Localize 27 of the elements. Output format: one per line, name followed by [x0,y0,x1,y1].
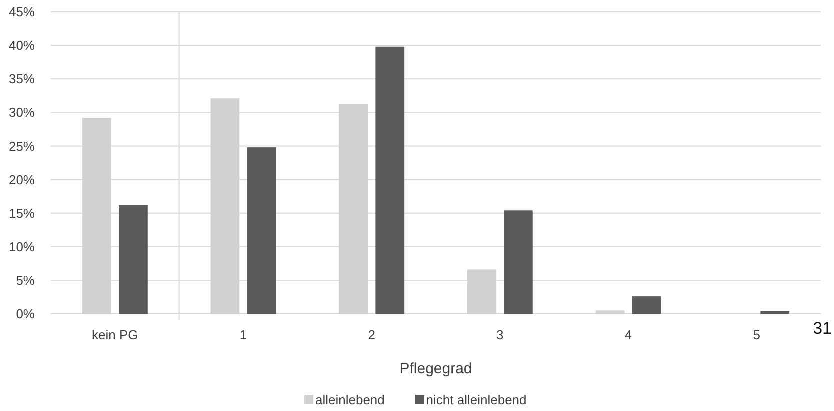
bar [632,296,662,314]
y-tick-label: 35% [8,72,36,87]
text: 31 [813,318,832,338]
y-tick-label: 15% [8,206,36,221]
bar [760,311,790,314]
legend-label: nicht alleinlebend [426,392,527,408]
y-tick-label: 10% [8,239,36,254]
y-tick-label: 40% [8,38,36,54]
x-tick-label: kein PG [92,328,138,343]
x-tick-label: 5 [753,328,760,343]
x-tick-label: 4 [624,328,632,343]
x-tick-label: 1 [240,328,248,343]
bar [504,210,533,314]
y-tick-label: 5% [16,272,36,288]
x-tick-label: 2 [368,328,376,343]
legend-label: alleinlebend [316,392,385,408]
x-axis-title: Pflegegrad [400,360,472,378]
y-tick-label: 0% [16,306,36,322]
x-tick-label: 3 [496,328,504,343]
bar [596,310,625,314]
y-tick-label: 30% [8,105,36,120]
y-tick-label: 45% [8,4,36,20]
bar [247,148,276,314]
bar [376,46,405,314]
y-tick-label: 20% [8,172,36,188]
bar [119,205,148,314]
y-tick-label: 25% [8,138,36,154]
